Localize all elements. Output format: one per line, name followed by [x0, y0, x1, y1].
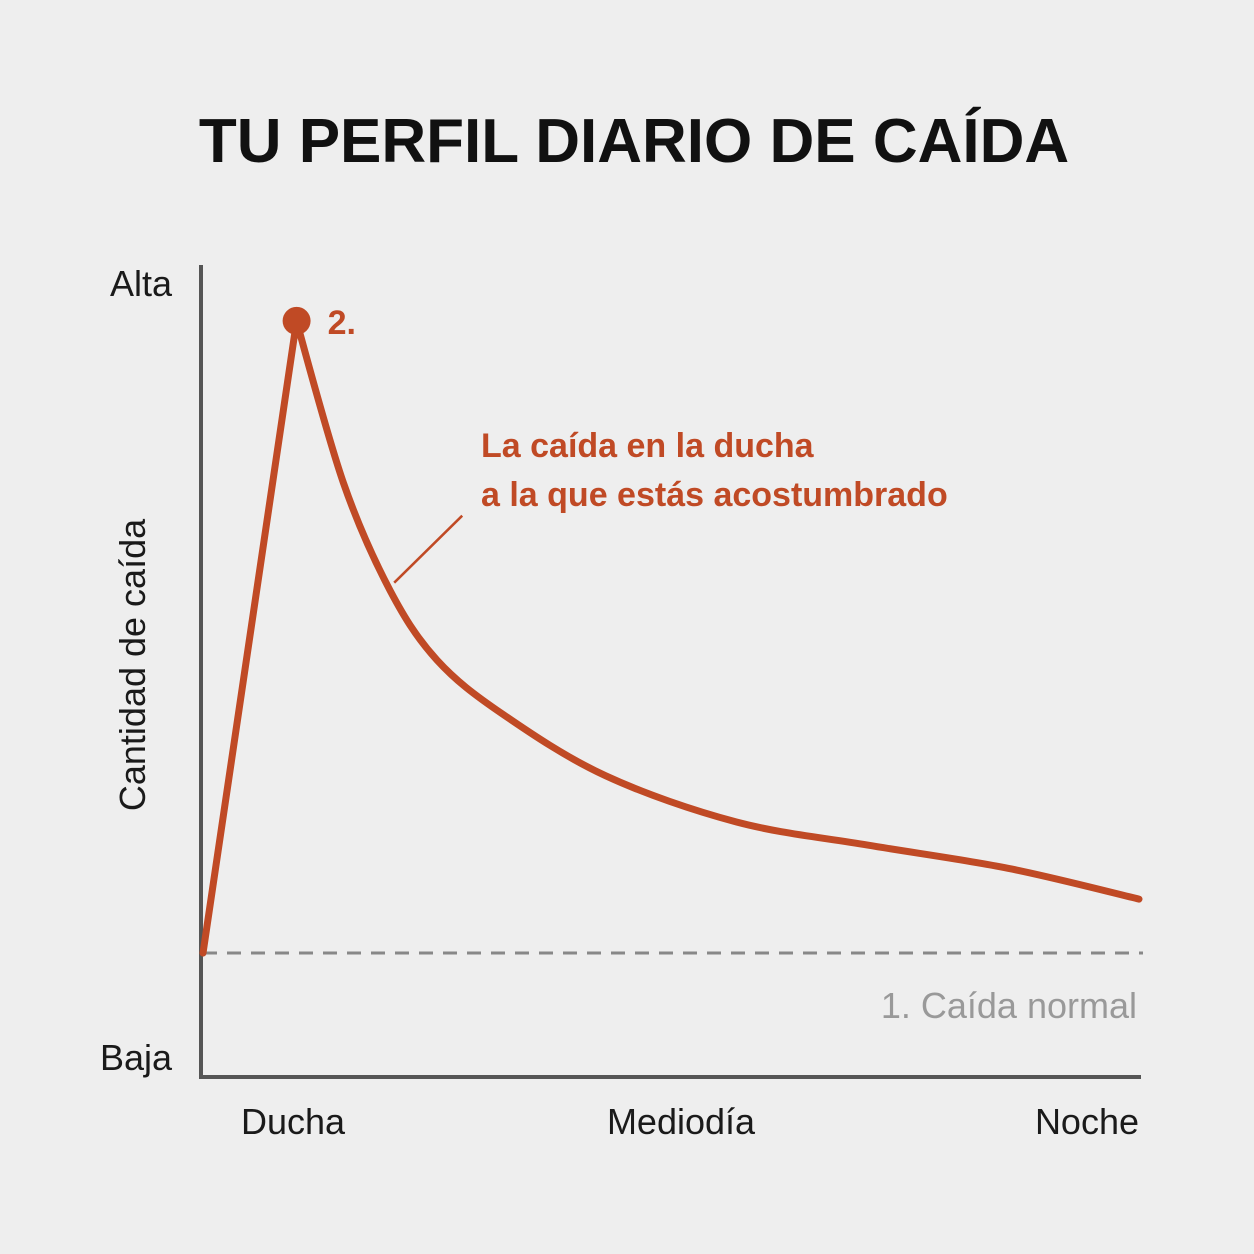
x-tick-label-mediodia: Mediodía	[607, 1101, 756, 1142]
peak-label: 2.	[328, 304, 356, 342]
x-tick-label-ducha: Ducha	[241, 1101, 346, 1142]
y-tick-label-high: Alta	[110, 263, 173, 304]
annotation-leader	[393, 514, 464, 584]
y-tick-label-low: Baja	[100, 1037, 173, 1078]
series-line	[199, 317, 1143, 957]
peak-point	[282, 306, 311, 335]
chart-title: TU PERFIL DIARIO DE CAÍDA	[199, 107, 1069, 176]
annotation-line-2: a la que estás acostumbrado	[481, 476, 948, 514]
y-axis-label: Cantidad de caída	[112, 518, 153, 811]
annotation-text: La caída en la ducha a la que estás acos…	[481, 427, 948, 514]
baseline-label: 1. Caída normal	[881, 985, 1137, 1026]
x-tick-label-noche: Noche	[1035, 1101, 1139, 1142]
annotation-line-1: La caída en la ducha	[481, 427, 815, 465]
